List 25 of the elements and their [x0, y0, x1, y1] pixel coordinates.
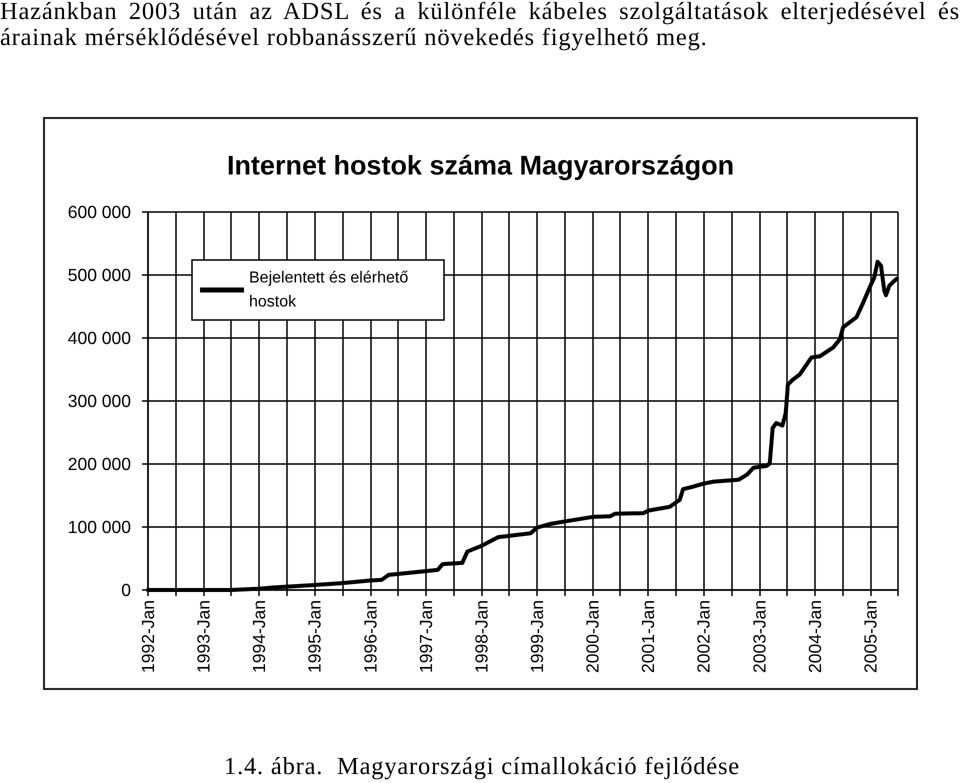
x-tick-label: 2005-Jan [860, 600, 880, 673]
chart-title: Internet hostok száma Magyarországon [226, 150, 734, 180]
x-tick-label: 1994-Jan [249, 600, 270, 673]
x-tick-label: 1998-Jan [471, 600, 492, 673]
y-tick-label: 300 000 [68, 391, 132, 411]
x-tick-label: 1995-Jan [304, 600, 325, 673]
legend-label: Bejelentett és elérhető hostok [249, 270, 413, 310]
x-tick-label: 2004-Jan [804, 600, 825, 673]
y-tick-label: 0 [121, 580, 132, 600]
x-tick-label: 2000-Jan [582, 600, 603, 673]
text: 1.4. ábra. Magyarországi címallokáció fejlődése [223, 753, 741, 780]
y-tick-label: 500 000 [68, 265, 132, 285]
x-tick-label: 1993-Jan [194, 600, 214, 673]
x-tick-label: 2001-Jan [638, 600, 658, 673]
y-tick-label: 200 000 [68, 454, 132, 474]
x-tick-label: 1997-Jan [416, 600, 436, 673]
y-tick-label: 100 000 [68, 517, 132, 537]
x-tick-label: 1996-Jan [360, 600, 380, 673]
text: Hazánkban 2003 után az ADSL és a különféle kábeles szolgáltatások elterjedésével és árainak mérséklődésével robbanásszerű növekedés figyelhető meg. [0, 0, 960, 51]
x-tick-label: 2002-Jan [694, 600, 714, 673]
x-tick-label: 1999-Jan [526, 600, 547, 673]
y-tick-label: 400 000 [68, 328, 132, 348]
x-tick-label: 1992-Jan [138, 600, 158, 673]
x-tick-label: 2003-Jan [749, 600, 770, 673]
y-tick-label: 600 000 [68, 202, 132, 222]
